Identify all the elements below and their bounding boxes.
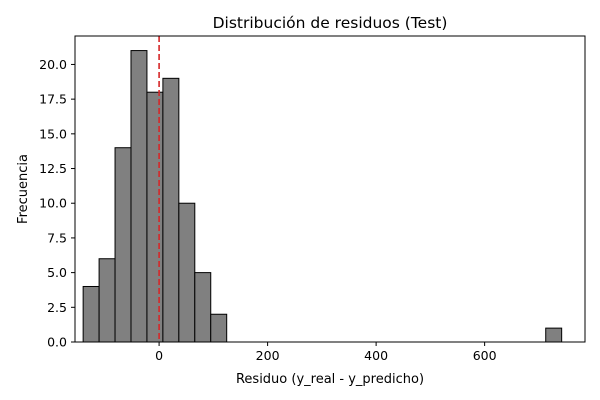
x-axis-ticks: 0 200 400 600	[155, 342, 497, 363]
y-axis-ticks: 0.0 2.5 5.0 7.5 10.0 12.5 15.0 17.5 20.0	[39, 57, 75, 350]
histogram-bar	[545, 327, 563, 343]
histogram-bar	[194, 272, 212, 343]
y-tick-label: 7.5	[47, 230, 67, 245]
histogram-bar	[210, 313, 228, 343]
histogram-bar	[98, 258, 116, 343]
y-tick-label: 17.5	[39, 92, 67, 107]
axes-frame	[74, 35, 586, 343]
chart-title: Distribución de residuos (Test)	[213, 14, 448, 32]
histogram-bar	[82, 285, 100, 343]
y-tick-label: 15.0	[39, 126, 67, 141]
histogram-bar	[130, 50, 148, 343]
x-tick-label: 200	[256, 348, 280, 363]
y-tick-label: 10.0	[39, 196, 67, 211]
x-tick-label: 0	[155, 348, 163, 363]
histogram-bar	[146, 91, 164, 343]
y-tick-label: 5.0	[47, 265, 67, 280]
x-tick-label: 400	[364, 348, 388, 363]
x-axis-label: Residuo (y_real - y_predicho)	[236, 372, 424, 387]
y-tick-label: 12.5	[39, 161, 67, 176]
histogram-bars	[82, 50, 563, 343]
histogram-bar	[114, 147, 132, 343]
y-tick-label: 20.0	[39, 57, 67, 72]
x-tick-label: 600	[473, 348, 497, 363]
y-tick-label: 0.0	[47, 335, 67, 350]
y-axis-label: Frecuencia	[16, 154, 31, 224]
histogram-bar	[178, 202, 196, 343]
y-tick-label: 2.5	[47, 300, 67, 315]
histogram-bar	[162, 77, 180, 343]
